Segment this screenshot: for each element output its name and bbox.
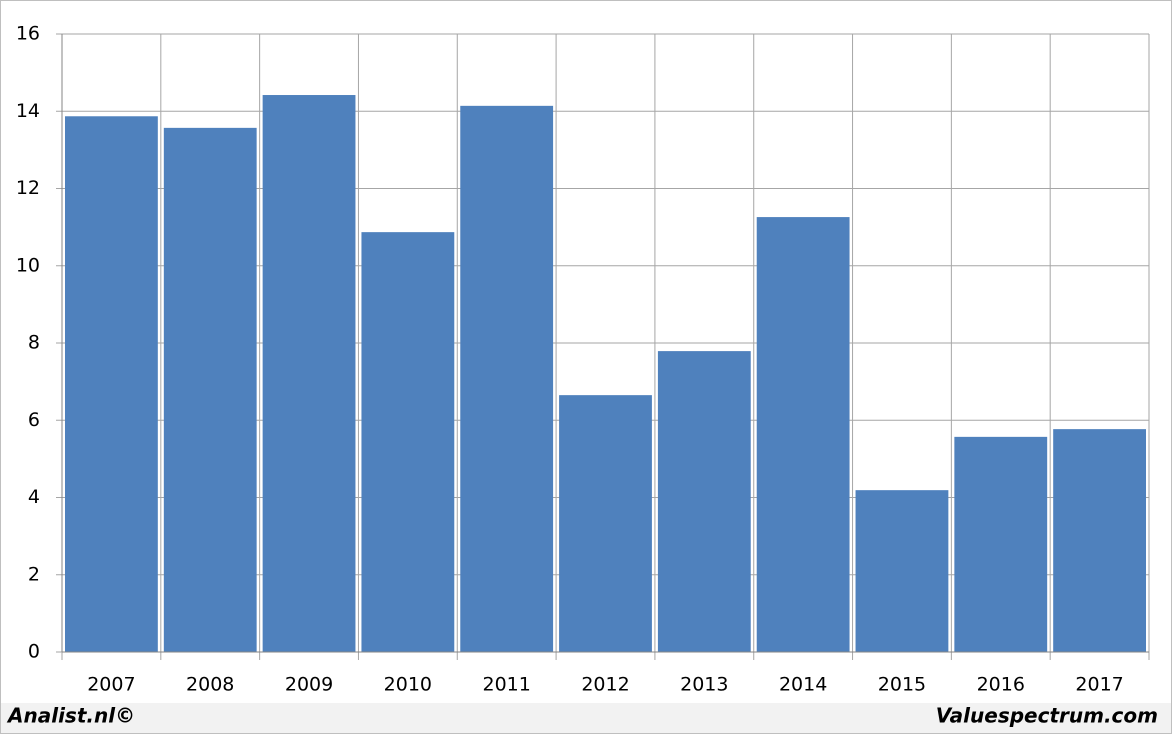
- bar: [657, 351, 751, 652]
- x-tick-label: 2015: [878, 674, 926, 696]
- footer-band: [1, 703, 1171, 733]
- bar: [855, 490, 949, 652]
- y-tick-label: 4: [28, 486, 40, 508]
- bar: [262, 95, 356, 653]
- y-tick-label: 12: [16, 177, 40, 199]
- y-tick-label: 2: [28, 563, 40, 585]
- y-tick-label: 0: [28, 641, 40, 663]
- bar: [65, 116, 158, 653]
- bar: [361, 232, 455, 653]
- x-tick-label: 2008: [186, 674, 234, 696]
- y-tick-label: 14: [16, 100, 40, 122]
- y-tick-label: 6: [28, 409, 40, 431]
- x-tick-label: 2014: [779, 674, 827, 696]
- x-tick-label: 2011: [483, 674, 531, 696]
- y-tick-label: 8: [28, 332, 40, 354]
- x-tick-label: 2017: [1075, 674, 1123, 696]
- x-tick-label: 2013: [680, 674, 728, 696]
- bar: [559, 395, 652, 652]
- bar: [756, 217, 850, 652]
- x-tick-label: 2016: [977, 674, 1025, 696]
- y-tick-label: 16: [16, 23, 40, 45]
- bar: [1053, 429, 1146, 652]
- credit-left: Analist.nl©: [6, 704, 135, 728]
- x-tick-label: 2010: [384, 674, 432, 696]
- credit-right: Valuespectrum.com: [936, 704, 1158, 728]
- x-tick-label: 2009: [285, 674, 333, 696]
- y-tick-label: 10: [16, 254, 40, 276]
- bar: [163, 127, 257, 652]
- x-tick-label: 2012: [581, 674, 629, 696]
- bar: [954, 436, 1048, 652]
- x-tick-label: 2007: [87, 674, 135, 696]
- bar: [460, 105, 554, 652]
